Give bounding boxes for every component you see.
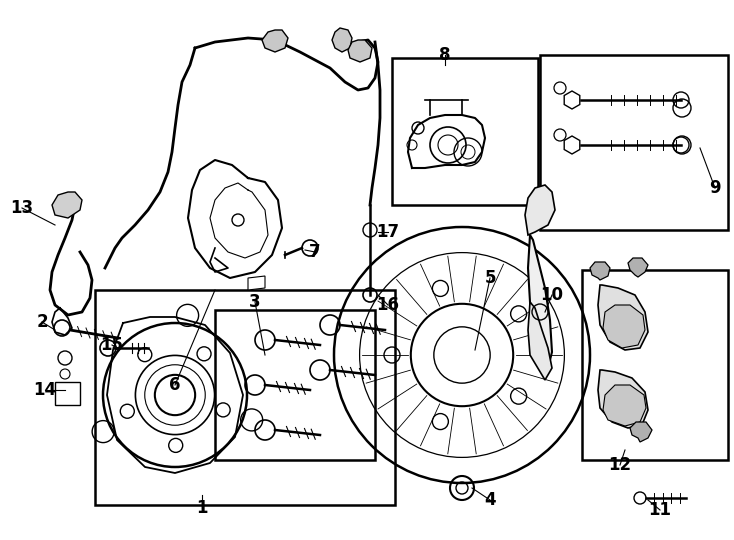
Polygon shape (628, 258, 648, 277)
Polygon shape (590, 262, 610, 280)
Polygon shape (262, 30, 288, 52)
Text: 1: 1 (196, 499, 208, 517)
Text: 4: 4 (484, 491, 495, 509)
Text: 8: 8 (439, 46, 451, 64)
Bar (540, 55, 728, 230)
Text: 5: 5 (484, 269, 495, 287)
Polygon shape (248, 276, 265, 290)
Polygon shape (598, 285, 648, 350)
Polygon shape (332, 28, 352, 52)
Polygon shape (348, 40, 372, 62)
Polygon shape (603, 385, 646, 426)
Polygon shape (603, 305, 645, 348)
Polygon shape (52, 192, 82, 218)
Bar (392, 58, 538, 205)
Text: 11: 11 (649, 501, 672, 519)
Polygon shape (564, 136, 580, 154)
Text: 17: 17 (377, 223, 399, 241)
Text: 14: 14 (34, 381, 57, 399)
Polygon shape (564, 91, 580, 109)
Text: 3: 3 (249, 293, 261, 311)
Polygon shape (630, 422, 652, 442)
Bar (215, 310, 375, 460)
Text: 2: 2 (36, 313, 48, 331)
Text: 15: 15 (101, 336, 123, 354)
Text: 6: 6 (170, 376, 181, 394)
Polygon shape (528, 302, 552, 380)
Text: 12: 12 (608, 456, 631, 474)
Bar (582, 270, 728, 460)
Text: 9: 9 (709, 179, 721, 197)
Polygon shape (598, 370, 648, 428)
Text: 16: 16 (377, 296, 399, 314)
Text: 13: 13 (10, 199, 34, 217)
Polygon shape (528, 235, 552, 368)
Text: 10: 10 (540, 286, 564, 304)
Polygon shape (525, 185, 555, 235)
Text: 7: 7 (309, 243, 321, 261)
Bar (95, 290, 395, 505)
Bar (55, 382, 80, 405)
